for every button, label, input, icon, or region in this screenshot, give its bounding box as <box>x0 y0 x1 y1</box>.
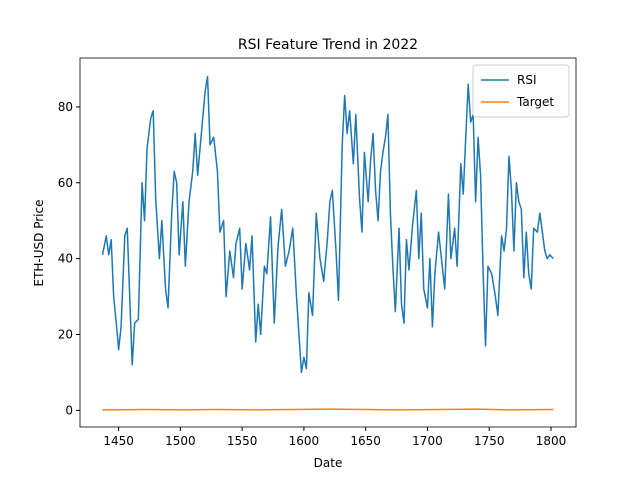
y-tick-label: 20 <box>58 327 73 341</box>
plot-frame <box>79 57 577 428</box>
y-tick-label: 60 <box>58 176 73 190</box>
x-tick-label: 1750 <box>474 434 505 448</box>
line-series <box>101 75 554 374</box>
x-tick-label: 1500 <box>165 434 196 448</box>
x-tick-label: 1650 <box>350 434 381 448</box>
x-tick-label: 1700 <box>412 434 443 448</box>
x-tick-label: 1450 <box>103 434 134 448</box>
y-axis-label: ETH-USD Price <box>32 200 46 287</box>
y-tick-label: 40 <box>58 252 73 266</box>
legend-label: Target <box>516 95 554 109</box>
chart-title: RSI Feature Trend in 2022 <box>238 37 418 53</box>
legend-label: RSI <box>517 73 537 87</box>
legend-box <box>472 64 570 118</box>
y-tick-label: 0 <box>65 403 73 417</box>
line-series <box>102 408 554 411</box>
x-axis-label: Date <box>314 456 343 470</box>
x-tick-label: 1550 <box>227 434 258 448</box>
x-tick-label: 1600 <box>289 434 320 448</box>
x-tick-label: 1800 <box>536 434 567 448</box>
y-tick-label: 80 <box>58 100 73 114</box>
